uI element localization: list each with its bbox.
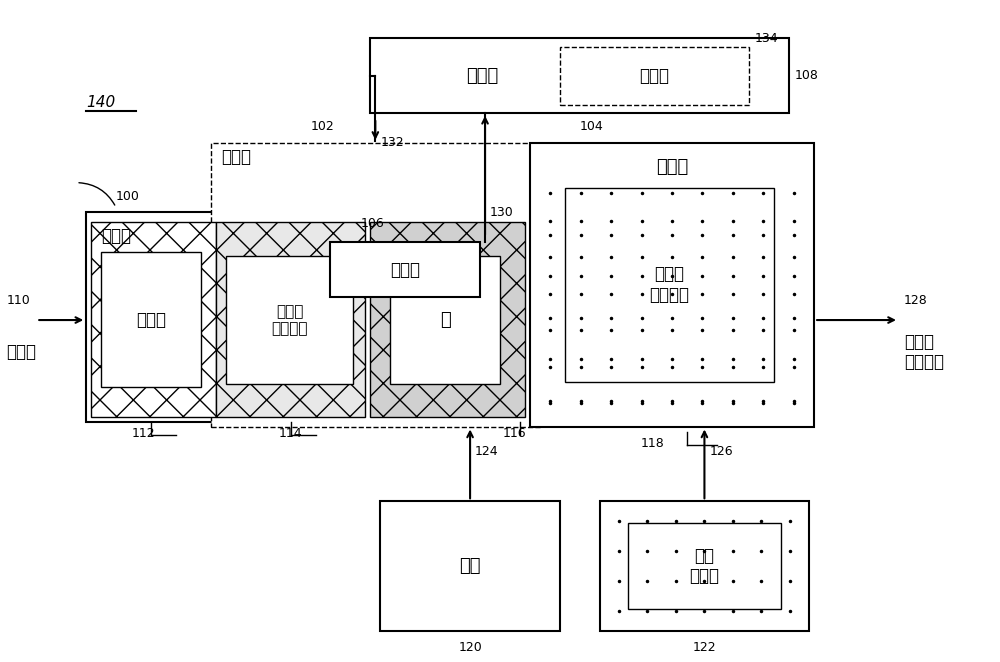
Bar xyxy=(330,242,480,297)
Bar xyxy=(101,252,201,387)
Text: 134: 134 xyxy=(754,32,778,45)
Text: 106: 106 xyxy=(360,217,384,230)
Bar xyxy=(560,47,749,105)
Text: 压榨过
的生物质: 压榨过 的生物质 xyxy=(271,304,308,336)
Bar xyxy=(535,173,809,422)
Text: 120: 120 xyxy=(458,641,482,653)
Bar xyxy=(226,256,353,384)
Text: 112: 112 xyxy=(132,426,155,440)
Text: 114: 114 xyxy=(279,426,302,440)
Bar xyxy=(86,213,804,422)
Text: 处理过
的生物质: 处理过 的生物质 xyxy=(904,332,944,371)
Bar xyxy=(211,143,540,426)
Text: 102: 102 xyxy=(311,120,334,133)
Text: 140: 140 xyxy=(86,95,115,111)
Bar xyxy=(216,222,365,416)
Text: 传感器: 传感器 xyxy=(390,261,420,279)
Bar xyxy=(370,222,525,416)
Text: 压榨机: 压榨机 xyxy=(221,148,251,166)
Bar xyxy=(565,187,774,382)
Bar xyxy=(380,501,560,631)
Text: 控制器: 控制器 xyxy=(466,67,499,85)
Text: 132: 132 xyxy=(380,136,404,150)
Text: 118: 118 xyxy=(640,436,664,449)
Text: 108: 108 xyxy=(794,69,818,82)
Bar xyxy=(628,523,781,609)
Text: 122: 122 xyxy=(693,641,716,653)
Text: 生物质: 生物质 xyxy=(6,343,36,361)
Text: 124: 124 xyxy=(475,445,499,458)
Bar xyxy=(600,501,809,631)
Text: 能量: 能量 xyxy=(459,557,481,575)
Bar xyxy=(91,222,216,416)
Text: 130: 130 xyxy=(490,206,514,219)
Text: 待处理
的生物质: 待处理 的生物质 xyxy=(650,265,690,304)
Bar xyxy=(390,256,500,384)
Text: 128: 128 xyxy=(904,294,928,307)
Text: 存储器: 存储器 xyxy=(640,67,670,85)
Text: 生物质: 生物质 xyxy=(136,310,166,328)
Text: 126: 126 xyxy=(709,445,733,458)
Text: 塞: 塞 xyxy=(440,311,451,329)
Text: 116: 116 xyxy=(503,426,527,440)
Bar xyxy=(530,143,814,426)
Text: 110: 110 xyxy=(6,294,30,307)
Text: 蒸煮
化学品: 蒸煮 化学品 xyxy=(689,547,719,585)
Text: 进料管: 进料管 xyxy=(101,228,131,246)
Text: 100: 100 xyxy=(116,189,140,203)
Text: 104: 104 xyxy=(580,120,604,133)
Bar xyxy=(370,38,789,113)
Text: 反应器: 反应器 xyxy=(656,158,688,175)
